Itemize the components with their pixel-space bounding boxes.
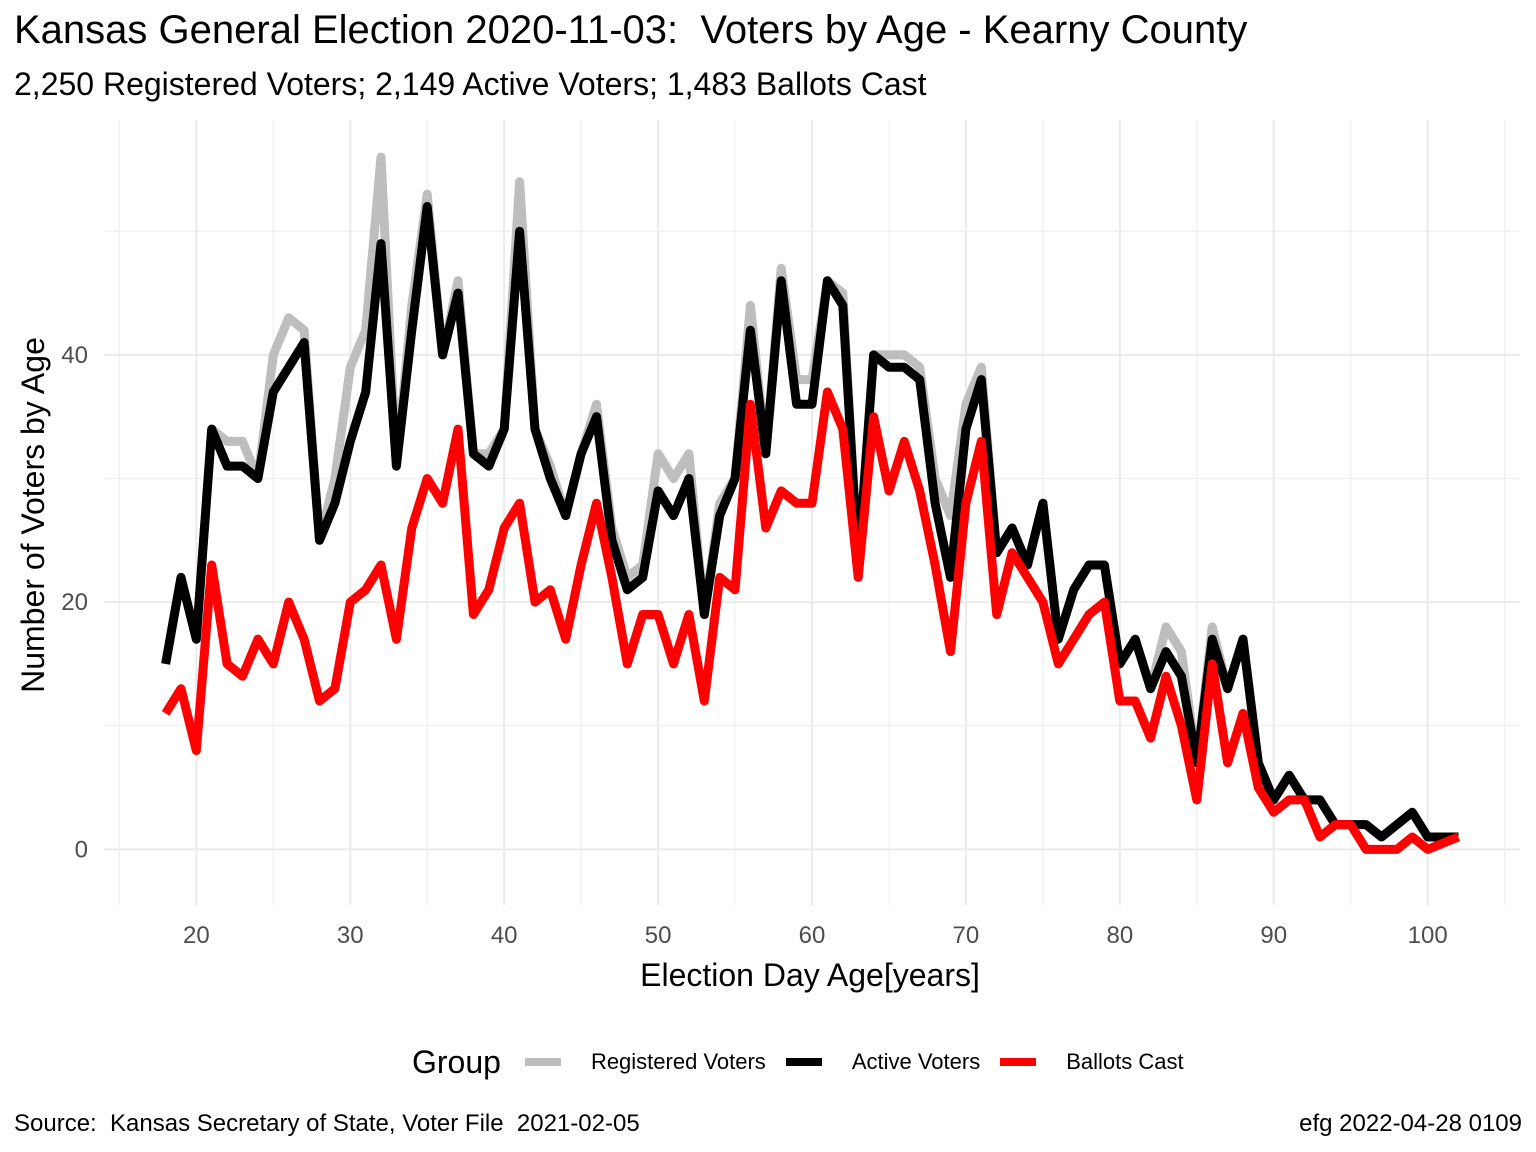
legend: Group Registered Voters Active Voters Ba… — [412, 1040, 1204, 1084]
legend-label-active: Active Voters — [851, 1049, 981, 1074]
legend-key-registered — [524, 1058, 561, 1066]
legend-label-registered: Registered Voters — [590, 1049, 766, 1074]
y-tick-label: 0 — [75, 836, 88, 863]
tick-labels: 20 30 40 50 60 70 80 90 100 0 20 40 — [61, 342, 1447, 949]
x-tick-label: 30 — [337, 922, 364, 949]
chart-title: Kansas General Election 2020-11-03: Vote… — [14, 8, 1248, 52]
x-tick-label: 100 — [1408, 922, 1448, 949]
legend-item-active: Active Voters — [785, 1049, 981, 1075]
legend-label-ballots: Ballots Cast — [1066, 1049, 1184, 1074]
gridlines — [104, 120, 1520, 905]
series-line-ballots-cast — [161, 387, 1461, 854]
legend-key-ballots — [1000, 1058, 1037, 1066]
chart-subtitle: 2,250 Registered Voters; 2,149 Active Vo… — [14, 66, 927, 102]
x-axis-title: Election Day Age[years] — [640, 957, 980, 993]
x-tick-label: 70 — [953, 922, 980, 949]
y-axis-title: Number of Voters by Age — [15, 337, 51, 693]
y-tick-label: 20 — [61, 589, 88, 616]
source-caption: Source: Kansas Secretary of State, Voter… — [14, 1110, 640, 1137]
series-line-active-voters — [161, 202, 1459, 842]
y-tick-label: 40 — [61, 342, 88, 369]
legend-item-registered: Registered Voters — [524, 1049, 766, 1075]
x-tick-label: 40 — [491, 922, 518, 949]
credit-caption: efg 2022-04-28 0109 — [1299, 1110, 1522, 1137]
x-tick-label: 20 — [183, 922, 210, 949]
x-tick-label: 60 — [799, 922, 826, 949]
legend-title: Group — [412, 1043, 501, 1080]
x-tick-label: 80 — [1106, 922, 1133, 949]
legend-key-active — [785, 1058, 822, 1066]
legend-item-ballots: Ballots Cast — [1000, 1049, 1184, 1075]
series-lines — [161, 152, 1461, 854]
x-tick-label: 50 — [645, 922, 672, 949]
x-tick-label: 90 — [1260, 922, 1287, 949]
